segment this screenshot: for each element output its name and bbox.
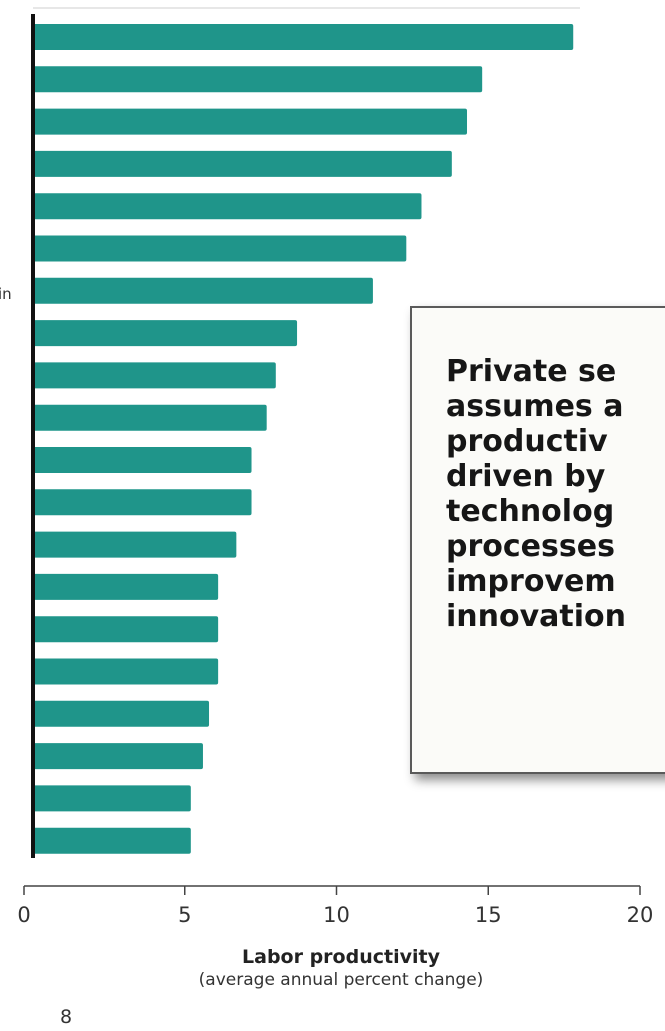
bar: [33, 785, 191, 812]
bar: [33, 108, 468, 135]
callout-box: Private se assumes a productiv driven by…: [410, 306, 665, 774]
bar: [33, 235, 407, 262]
bar: [33, 24, 574, 50]
bar: [33, 193, 422, 220]
category-label-cut: in: [0, 285, 12, 303]
bar: [33, 616, 219, 643]
x-tick-label: 10: [323, 903, 350, 927]
page-number: 8: [60, 1006, 73, 1028]
bar: [33, 700, 210, 727]
bar: [33, 320, 298, 347]
x-axis-subtitle: (average annual percent change): [198, 970, 484, 990]
x-tick-label: 0: [17, 903, 30, 927]
bar: [33, 489, 252, 516]
bar: [33, 404, 267, 431]
bar: [33, 447, 252, 473]
bar: [33, 658, 219, 685]
bar: [33, 743, 203, 770]
bar: [33, 573, 219, 600]
bar: [33, 531, 237, 558]
x-tick-label: 15: [475, 903, 502, 927]
bar: [33, 362, 276, 389]
x-tick-label: 5: [178, 903, 191, 927]
bar: [33, 150, 452, 177]
bar: [33, 66, 483, 93]
bar: [33, 827, 191, 854]
bar: [33, 277, 373, 304]
callout-text: Private se assumes a productiv driven by…: [446, 354, 626, 634]
x-axis-title: Labor productivity: [242, 946, 440, 968]
x-tick-label: 20: [627, 903, 654, 927]
